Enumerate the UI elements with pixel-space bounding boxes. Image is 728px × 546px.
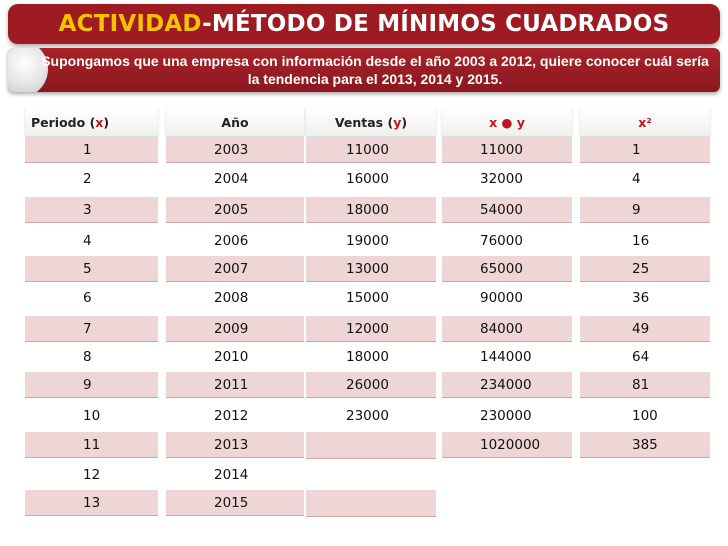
header-x2-label: x² [638,114,652,130]
ventas-cell: 26000 [306,372,436,398]
xy-cell: 230000 [480,408,532,424]
header-xy-label: x ● y [489,114,525,130]
x2-cell: 385 [580,432,710,458]
ventas-cell: 19000 [346,233,389,249]
periodo-cell: 12 [83,467,101,483]
title-rest: -MÉTODO DE MÍNIMOS CUADRADOS [202,11,670,37]
x2-cell: 9 [580,197,710,223]
xy-cell: 84000 [442,316,572,342]
header-ventas-close: ) [401,114,408,130]
ventas-cell: 23000 [346,408,389,424]
header-ventas-label: Ventas ( [334,114,394,130]
x2-cell: 64 [632,349,650,365]
ventas-cell: 16000 [346,171,389,187]
empty-cell [306,490,436,517]
anio-cell: 2013 [166,432,304,458]
header-periodo-label: Periodo ( [31,114,96,130]
ventas-cell: 15000 [346,290,389,306]
periodo-cell: 1 [25,137,158,163]
x2-cell: 49 [580,316,710,342]
periodo-cell: 7 [25,316,158,342]
periodo-cell: 10 [83,408,101,424]
ventas-cell: 11000 [306,137,436,163]
anio-cell: 2005 [166,197,304,223]
xy-cell: 65000 [442,256,572,282]
periodo-cell: 13 [25,490,158,516]
page-title: ACTIVIDAD-MÉTODO DE MÍNIMOS CUADRADOS [59,11,670,37]
x2-cell: 36 [632,290,650,306]
periodo-cell: 6 [83,290,92,306]
anio-cell: 2003 [166,137,304,163]
periodo-cell: 8 [83,349,92,365]
anio-cell: 2012 [214,408,249,424]
periodo-cell: 3 [25,197,158,223]
anio-cell: 2015 [166,490,304,516]
periodo-cell: 11 [25,432,158,458]
header-periodo-var: x [95,114,104,130]
x2-cell: 16 [632,233,650,249]
periodo-cell: 4 [83,233,92,249]
header-anio: Año [166,108,304,136]
ventas-cell: 13000 [306,256,436,282]
ventas-cell: 18000 [306,197,436,223]
x2-cell: 81 [580,372,710,398]
title-accent: ACTIVIDAD [58,11,203,37]
x2-cell: 25 [580,256,710,282]
header-anio-label: Año [221,114,249,130]
header-ventas: Ventas (y) [306,108,436,136]
empty-cell [306,432,436,459]
anio-cell: 2010 [214,349,249,365]
anio-cell: 2014 [214,467,249,483]
periodo-cell: 2 [83,171,92,187]
header-periodo: Periodo (x) [25,108,158,136]
header-ventas-var: y [393,114,402,130]
xy-cell: 90000 [480,290,523,306]
header-xy: x ● y [442,108,572,136]
xy-cell: 32000 [480,171,523,187]
ventas-cell: 18000 [346,349,389,365]
decorative-circle [8,48,48,92]
xy-cell: 234000 [442,372,572,398]
anio-cell: 2007 [166,256,304,282]
anio-cell: 2009 [166,316,304,342]
x2-cell: 100 [632,408,658,424]
x2-cell: 1 [580,137,710,163]
periodo-cell: 9 [25,372,158,398]
title-bar: ACTIVIDAD-MÉTODO DE MÍNIMOS CUADRADOS [8,4,720,44]
anio-cell: 2006 [214,233,249,249]
periodo-cell: 5 [25,256,158,282]
header-periodo-close: ) [103,114,110,130]
anio-cell: 2011 [166,372,304,398]
subtitle-text: Supongamos que una empresa con informaci… [41,53,709,87]
xy-cell: 54000 [442,197,572,223]
ventas-cell: 12000 [306,316,436,342]
xy-cell: 144000 [480,349,532,365]
x2-cell: 4 [632,171,641,187]
subtitle-bar: Supongamos que una empresa con informaci… [8,48,720,92]
anio-cell: 2008 [214,290,249,306]
xy-cell: 11000 [442,137,572,163]
xy-cell: 1020000 [442,432,572,458]
xy-cell: 76000 [480,233,523,249]
header-x2: x² [580,108,710,136]
anio-cell: 2004 [214,171,249,187]
